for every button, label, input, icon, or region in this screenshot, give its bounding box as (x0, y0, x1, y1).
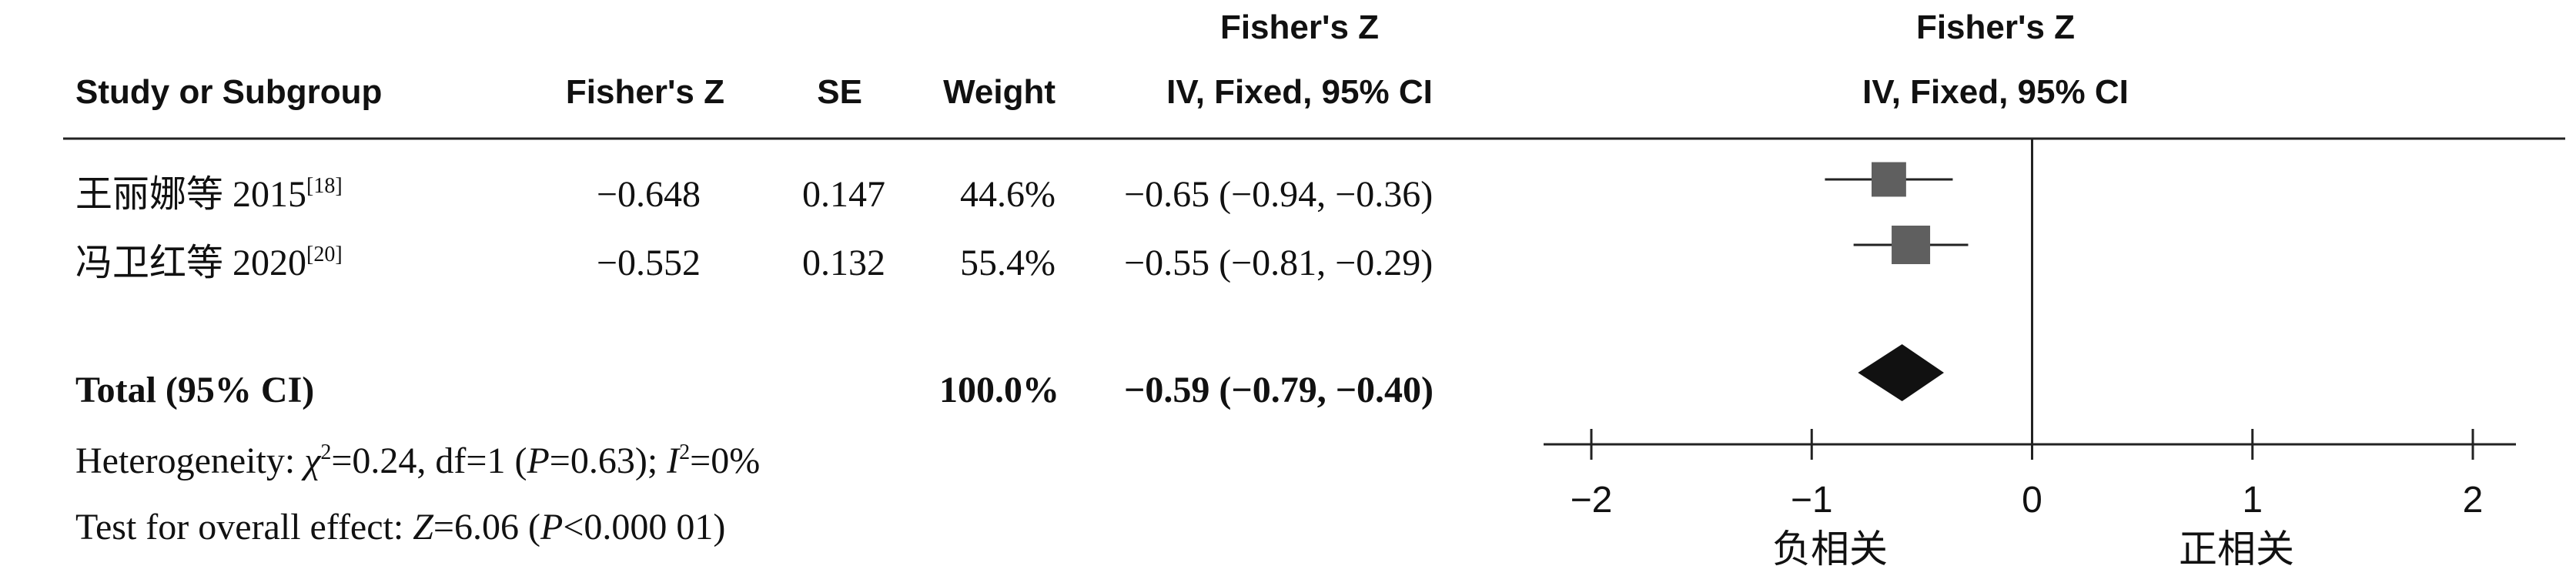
plot-area: −2 −1 0 1 2 (1544, 139, 2516, 521)
x-tick-label: 2 (2463, 480, 2484, 521)
study-se: 0.147 (802, 174, 885, 215)
study-weight: 55.4% (960, 243, 1055, 283)
ci-column-title: Fisher's Z (1220, 8, 1379, 46)
total-label: Total (95% CI) (75, 370, 314, 410)
x-tick-label: 1 (2242, 480, 2263, 521)
study-ci: −0.65 (−0.94, −0.36) (1124, 174, 1433, 215)
x-tick-label: −2 (1571, 480, 1613, 521)
study-estimate-marker (1892, 226, 1931, 264)
study-estimate: −0.552 (597, 243, 701, 283)
overall-effect-line: Test for overall effect: Z=6.06 (P<0.000… (75, 507, 725, 548)
study-estimate: −0.648 (597, 174, 701, 215)
header-study: Study or Subgroup (75, 73, 382, 111)
total-weight: 100.0% (939, 370, 1059, 410)
study-name: 王丽娜等 2015[18] (75, 174, 343, 215)
favours-left-label: 负相关 (1772, 527, 1888, 571)
study-row: 王丽娜等 2015[18] −0.648 0.147 44.6% −0.65 (… (75, 174, 1433, 215)
x-tick-label: 0 (2022, 480, 2042, 521)
heterogeneity-line: Heterogeneity: χ2=0.24, df=1 (P=0.63); I… (75, 440, 760, 481)
study-ci: −0.55 (−0.81, −0.29) (1124, 243, 1433, 283)
pooled-estimate-diamond (1858, 344, 1944, 401)
ci-column-subtitle: IV, Fixed, 95% CI (1166, 73, 1433, 111)
study-name: 冯卫红等 2020[20] (75, 243, 343, 283)
header-estimate: Fisher's Z (566, 73, 724, 111)
header-weight: Weight (943, 73, 1055, 111)
study-se: 0.132 (802, 243, 885, 283)
total-ci: −0.59 (−0.79, −0.40) (1124, 370, 1434, 410)
favours-right-label: 正相关 (2179, 527, 2294, 571)
plot-subtitle: IV, Fixed, 95% CI (1862, 73, 2129, 111)
study-row: 冯卫红等 2020[20] −0.552 0.132 55.4% −0.55 (… (75, 243, 1433, 283)
total-row: Total (95% CI) 100.0% −0.59 (−0.79, −0.4… (75, 370, 1434, 410)
study-estimate-marker (1872, 162, 1906, 197)
x-tick-label: −1 (1791, 480, 1833, 521)
header-se: SE (817, 73, 862, 111)
plot-title: Fisher's Z (1916, 8, 2075, 46)
study-weight: 44.6% (960, 174, 1055, 215)
